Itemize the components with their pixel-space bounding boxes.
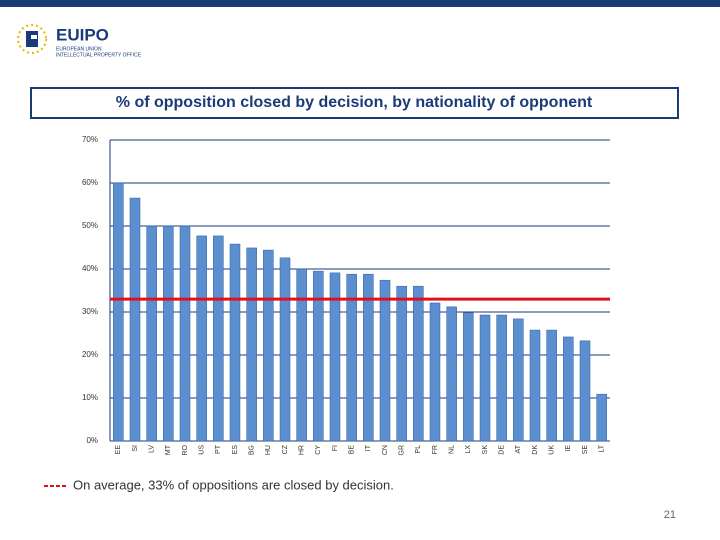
- bar: [413, 285, 424, 442]
- y-tick-label: 20%: [82, 350, 98, 359]
- x-tick-label: BG: [249, 445, 256, 455]
- x-tick-label: RO: [182, 444, 189, 455]
- x-tick-label: UK: [549, 445, 556, 455]
- y-tick-label: 40%: [82, 264, 98, 273]
- y-tick-label: 30%: [82, 307, 98, 316]
- x-tick-label: IE: [565, 445, 572, 452]
- y-tick-label: 50%: [82, 221, 98, 230]
- x-tick-label: LX: [465, 445, 472, 454]
- top-bar: [0, 0, 720, 7]
- x-tick-label: US: [199, 445, 206, 455]
- x-tick-label: PL: [415, 445, 422, 454]
- x-tick-label: MT: [165, 444, 172, 455]
- x-tick-label: HU: [265, 445, 272, 455]
- bar: [479, 314, 491, 442]
- bar: [363, 273, 374, 442]
- x-tick-label: FI: [332, 445, 339, 451]
- bar: [379, 279, 391, 442]
- x-tick-label: FR: [432, 445, 439, 454]
- bar: [463, 312, 474, 442]
- logo: EUIPO EUROPEAN UNION INTELLECTUAL PROPER…: [17, 24, 142, 58]
- bar: [313, 270, 324, 442]
- x-tick-label: DK: [532, 445, 539, 455]
- bar: [229, 243, 241, 442]
- x-tick-label: CZ: [282, 444, 289, 454]
- legend-text: On average, 33% of oppositions are close…: [73, 477, 394, 492]
- bar: [546, 329, 557, 442]
- bar: [163, 225, 174, 442]
- bar: [179, 225, 191, 442]
- x-tick-label: IT: [365, 444, 372, 451]
- bar: [329, 272, 341, 442]
- x-tick-label: BE: [349, 445, 356, 455]
- bar: [429, 302, 441, 442]
- x-tick-label: CN: [382, 445, 389, 455]
- bar: [279, 257, 291, 442]
- bar: [529, 329, 541, 442]
- bar: [496, 314, 507, 442]
- bar: [396, 285, 407, 442]
- bar: [563, 336, 574, 442]
- x-tick-label: LT: [599, 444, 606, 452]
- x-tick-label: GR: [399, 445, 406, 456]
- bar: [246, 247, 257, 442]
- bar: [196, 235, 207, 442]
- x-tick-label: ES: [232, 445, 239, 455]
- x-tick-label: LV: [149, 445, 156, 453]
- bar: [263, 249, 274, 442]
- org-line: INTELLECTUAL PROPERTY OFFICE: [56, 52, 142, 58]
- x-tick-label: DE: [499, 445, 506, 455]
- bar: [596, 393, 607, 442]
- title-box: [30, 87, 679, 119]
- y-tick-label: 70%: [82, 135, 98, 144]
- page-number: 21: [664, 509, 676, 521]
- bar: [113, 182, 124, 442]
- x-tick-label: SE: [582, 445, 589, 455]
- bar: [296, 268, 307, 442]
- chart-title: % of opposition closed by decision, by n…: [116, 94, 593, 111]
- y-tick-label: 0%: [86, 436, 98, 445]
- x-tick-label: AT: [515, 444, 522, 453]
- bar: [579, 340, 591, 442]
- x-tick-label: PT: [215, 444, 222, 454]
- x-tick-label: HR: [299, 445, 306, 455]
- brand: EUIPO: [56, 25, 109, 44]
- bar: [346, 273, 357, 442]
- bar: [146, 225, 157, 442]
- bar: [213, 235, 224, 442]
- bar: [446, 306, 457, 442]
- y-tick-label: 10%: [82, 393, 98, 402]
- x-tick-label: SK: [482, 445, 489, 455]
- x-tick-label: NL: [449, 445, 456, 454]
- org-line: EUROPEAN UNION: [56, 46, 102, 52]
- y-tick-label: 60%: [82, 178, 98, 187]
- x-tick-label: CY: [315, 445, 322, 455]
- x-tick-label: EE: [115, 445, 122, 455]
- bar: [129, 197, 141, 442]
- x-tick-label: SI: [132, 445, 139, 452]
- bar: [513, 318, 524, 442]
